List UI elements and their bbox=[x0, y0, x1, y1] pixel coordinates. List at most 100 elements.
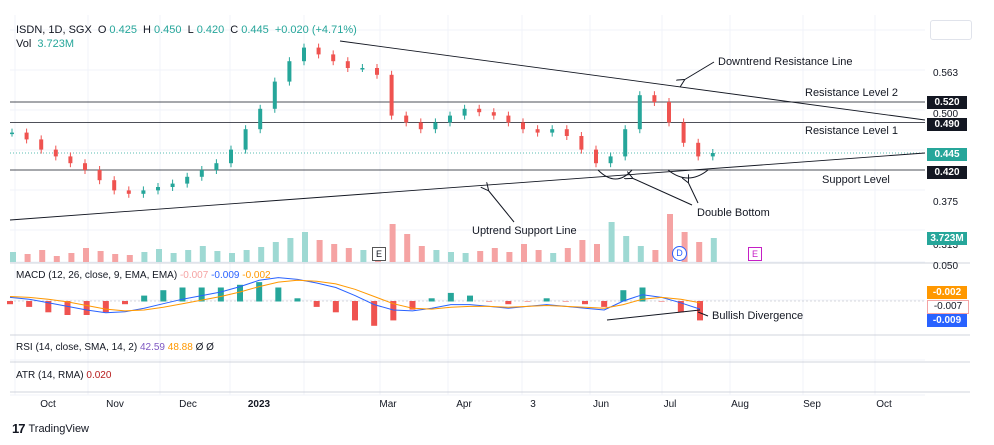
tradingview-logo[interactable]: 17 TradingView bbox=[12, 421, 89, 436]
arrow-downtrend bbox=[684, 61, 715, 80]
candle-body-33 bbox=[491, 112, 496, 116]
macd-hist-bar-5 bbox=[102, 301, 109, 313]
x-tick-5: Apr bbox=[456, 399, 472, 410]
chart-settings-button[interactable] bbox=[930, 20, 972, 40]
atr-legend[interactable]: ATR (14, RMA) 0.020 bbox=[16, 370, 111, 381]
macd-hist-bar-19 bbox=[371, 301, 378, 326]
candle-body-29 bbox=[433, 122, 438, 130]
y-tick-4: 0.050 bbox=[933, 261, 958, 272]
volume-bar-34 bbox=[506, 252, 513, 262]
volume-bar-10 bbox=[156, 249, 162, 262]
x-tick-3: 2023 bbox=[248, 399, 271, 410]
symbol-title[interactable]: ISDN, 1D, SGX bbox=[16, 24, 92, 36]
future-earnings-marker[interactable]: E bbox=[748, 247, 762, 261]
volume-bar-14 bbox=[214, 251, 221, 262]
macd-hist-bar-32 bbox=[620, 290, 627, 302]
volume-bar-45 bbox=[667, 214, 673, 262]
candle-body-24 bbox=[360, 68, 365, 70]
candle-body-12 bbox=[185, 176, 190, 184]
candle-body-26 bbox=[389, 74, 394, 116]
candle-body-19 bbox=[287, 61, 292, 82]
macd-signal-value: -0.002 bbox=[242, 270, 271, 281]
high-label: H bbox=[143, 24, 151, 36]
rsi-extra-1: Ø bbox=[195, 342, 204, 353]
badge-resistance-1: 0.490 bbox=[927, 118, 967, 131]
volume-bar-30 bbox=[448, 252, 454, 262]
macd-label: MACD (12, 26, close, 9, EMA, EMA) bbox=[16, 270, 178, 281]
volume-bar-6 bbox=[97, 251, 104, 262]
annotation-uptrend: Uptrend Support Line bbox=[472, 225, 577, 237]
volume-bar-23 bbox=[345, 248, 352, 262]
candle-body-13 bbox=[199, 170, 204, 177]
annotation-resistance-2: Resistance Level 2 bbox=[805, 87, 898, 99]
macd-hist-bar-8 bbox=[160, 290, 167, 302]
badge-support: 0.420 bbox=[927, 166, 967, 179]
candle-body-4 bbox=[68, 156, 73, 164]
arrow-divergence bbox=[697, 311, 709, 317]
volume-bar-9 bbox=[141, 252, 148, 262]
volume-bar-33 bbox=[491, 248, 498, 262]
candle-body-45 bbox=[667, 102, 671, 123]
x-tick-1: Nov bbox=[106, 399, 124, 410]
volume-bar-37 bbox=[550, 253, 557, 262]
macd-hist-bar-24 bbox=[467, 295, 473, 302]
volume-bar-26 bbox=[389, 224, 396, 262]
macd-hist-bar-21 bbox=[409, 301, 416, 310]
volume-bar-1 bbox=[24, 254, 31, 262]
volume-bar-11 bbox=[170, 253, 177, 262]
candle-body-3 bbox=[53, 149, 58, 157]
rsi-value: 42.59 bbox=[139, 342, 165, 353]
volume-bar-35 bbox=[521, 244, 527, 262]
macd-hist-bar-17 bbox=[332, 301, 339, 313]
grid bbox=[10, 15, 970, 396]
badge-macd-signal: -0.002 bbox=[927, 286, 967, 299]
candle-body-37 bbox=[550, 129, 555, 133]
volume-bar-31 bbox=[462, 253, 469, 262]
earnings-marker[interactable]: E bbox=[372, 247, 386, 261]
annotation-arrows bbox=[488, 61, 715, 317]
macd-hist-bar-14 bbox=[275, 287, 282, 302]
volume-bar-24 bbox=[360, 250, 367, 262]
volume-bar-38 bbox=[564, 248, 571, 262]
x-tick-8: Jul bbox=[664, 399, 677, 410]
macd-hist-bar-30 bbox=[582, 301, 588, 305]
volume-bar-15 bbox=[229, 253, 235, 262]
volume-bar-43 bbox=[637, 246, 644, 262]
rsi-legend[interactable]: RSI (14, close, SMA, 14, 2) 42.59 48.88 … bbox=[16, 342, 214, 353]
tradingview-icon: 17 bbox=[12, 421, 26, 436]
volume-bar-2 bbox=[39, 250, 46, 262]
candle-body-16 bbox=[243, 129, 248, 150]
volume-bar-18 bbox=[272, 242, 279, 262]
close-value: 0.445 bbox=[241, 24, 269, 36]
candle-body-40 bbox=[594, 149, 598, 164]
macd-hist-bar-4 bbox=[83, 301, 90, 315]
macd-hist-bar-9 bbox=[179, 287, 186, 302]
candle-body-28 bbox=[418, 122, 423, 130]
macd-hist-bar-2 bbox=[45, 301, 52, 313]
candle-body-32 bbox=[477, 108, 482, 113]
macd-hist-bar-23 bbox=[447, 292, 454, 302]
macd-hist-bar-29 bbox=[562, 301, 569, 302]
volume-bar-0 bbox=[10, 252, 16, 262]
candle-body-9 bbox=[141, 190, 146, 194]
badge-macd-line: -0.009 bbox=[927, 314, 967, 327]
macd-hist-bar-12 bbox=[237, 284, 243, 302]
macd-pane bbox=[7, 277, 925, 326]
candle-body-11 bbox=[170, 183, 175, 187]
arrow-uptrend bbox=[488, 190, 515, 223]
macd-hist-bar-25 bbox=[486, 301, 493, 302]
macd-legend[interactable]: MACD (12, 26, close, 9, EMA, EMA) -0.007… bbox=[16, 270, 271, 281]
macd-hist-bar-35 bbox=[677, 301, 684, 313]
candle-body-31 bbox=[462, 108, 467, 116]
candle-body-23 bbox=[345, 61, 350, 68]
levels bbox=[10, 101, 925, 171]
volume-value: 3.723M bbox=[37, 38, 75, 50]
volume-bar-3 bbox=[53, 256, 60, 262]
x-tick-11: Oct bbox=[876, 399, 892, 410]
volume-bar-28 bbox=[418, 246, 425, 262]
dividend-marker[interactable]: D bbox=[672, 246, 687, 261]
candle-body-2 bbox=[39, 139, 44, 150]
volume-bar-32 bbox=[477, 251, 484, 262]
bullish-divergence-line bbox=[606, 309, 701, 321]
macd-hist-bar-10 bbox=[198, 287, 205, 302]
